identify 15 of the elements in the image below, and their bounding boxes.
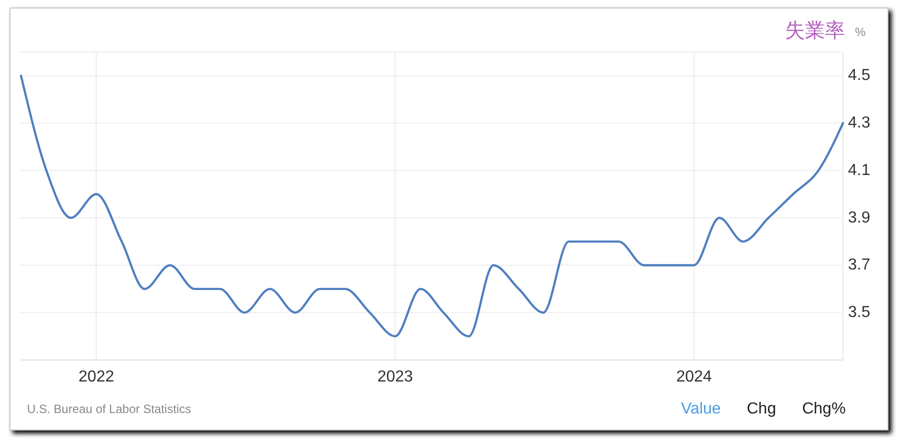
tab-label: Chg [746, 400, 776, 418]
tab-label: Value [681, 400, 721, 418]
y-tick-label: 4.3 [848, 114, 870, 132]
tab-label: Chg% [802, 400, 846, 418]
x-tick-label: 2023 [377, 368, 413, 386]
title: 失業率 [785, 20, 845, 42]
source-label: U.S. Bureau of Labor Statistics [27, 402, 192, 416]
y-tick-label: 4.1 [848, 162, 870, 179]
y-tick-label: 3.7 [848, 256, 870, 274]
ylabel: % [855, 25, 866, 39]
x-tick-label: 2024 [676, 368, 712, 386]
y-tick-label: 4.5 [848, 67, 870, 84]
y-tick-label: 3.9 [848, 209, 870, 226]
x-tick-label: 2022 [78, 368, 114, 386]
y-tick-label: 3.5 [848, 304, 870, 322]
